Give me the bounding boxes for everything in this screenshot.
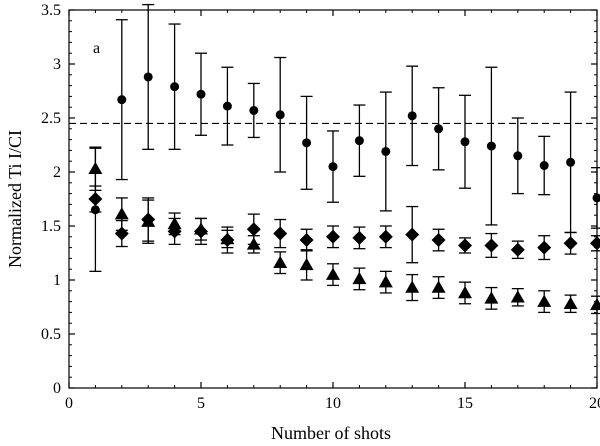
diamond-point [510,242,525,257]
diamond-point [299,233,314,248]
triangle-point [141,214,156,227]
y-tick-label: 3 [53,56,61,73]
triangle-point [273,255,288,268]
circle-point [90,205,100,215]
circle-point [302,138,312,148]
y-tick-label: 2 [53,164,61,181]
panel-label: a [93,40,100,57]
diamond-point [405,227,420,242]
circle-point [592,193,600,203]
diamond-point [246,222,261,237]
y-tick-label: 0 [53,380,61,397]
ticks-layer: 0 5 10 15 20 0 0.5 1 1.5 2 2.5 3 3.5 [41,2,600,412]
triangle-point [194,222,208,235]
triangle-point [352,271,367,285]
triangle-point [326,267,340,280]
triangle-point [484,291,499,304]
diamond-point [458,238,472,253]
y-tick-label: 3.5 [41,2,61,19]
circle-point [539,161,549,171]
y-tick-label: 1 [53,272,61,289]
circle-point [328,162,338,172]
y-tick-label: 2.5 [41,110,61,127]
diamond-point [484,238,499,253]
x-tick-label: 15 [457,395,473,412]
circle-point [170,82,180,92]
circle-point [460,137,470,147]
diamond-point [88,192,103,206]
triangle-point [431,280,446,293]
triangle-point [246,237,261,250]
circle-point [117,95,127,105]
diamond-point [537,240,552,255]
triangle-point [590,297,600,311]
circle-point [222,101,232,111]
diamond-point [378,229,393,244]
circle-point [513,151,523,161]
diamond-point [431,233,446,248]
y-axis-title: Normalized Ti I/CI [5,130,25,268]
diamond-point [273,226,288,241]
triangle-point [537,294,552,307]
triangle-point [510,290,525,303]
triangle-point [458,285,472,299]
x-tick-label: 10 [325,395,341,412]
diamond-point [114,226,129,241]
circle-point [249,105,259,115]
circle-point [566,157,576,167]
x-axis-title: Number of shots [271,423,391,443]
circle-point [354,136,364,146]
circle-point [275,110,285,120]
diamond-point [590,236,600,251]
y-tick-label: 0.5 [41,326,61,343]
triangle-point [114,207,129,220]
y-tick-label: 1.5 [41,218,61,235]
triangle-point [220,231,235,245]
circle-point [407,111,417,121]
x-tick-label: 0 [65,395,73,412]
diamond-point [326,229,340,244]
triangle-point [378,275,393,288]
circle-point [434,124,444,134]
triangle-point [167,216,182,230]
circle-point [143,72,153,82]
triangle-point [405,280,420,293]
triangle-point [88,161,103,175]
triangle-point [563,296,578,310]
diamond-point [563,236,578,251]
circle-point [381,146,391,156]
x-tick-label: 20 [589,395,600,412]
diamond-point [352,230,367,245]
circle-point [196,89,206,99]
circle-point [486,141,496,151]
markers-layer [88,72,600,311]
triangle-point [299,257,314,271]
error-bars-layer [89,3,600,315]
x-tick-label: 5 [197,395,205,412]
